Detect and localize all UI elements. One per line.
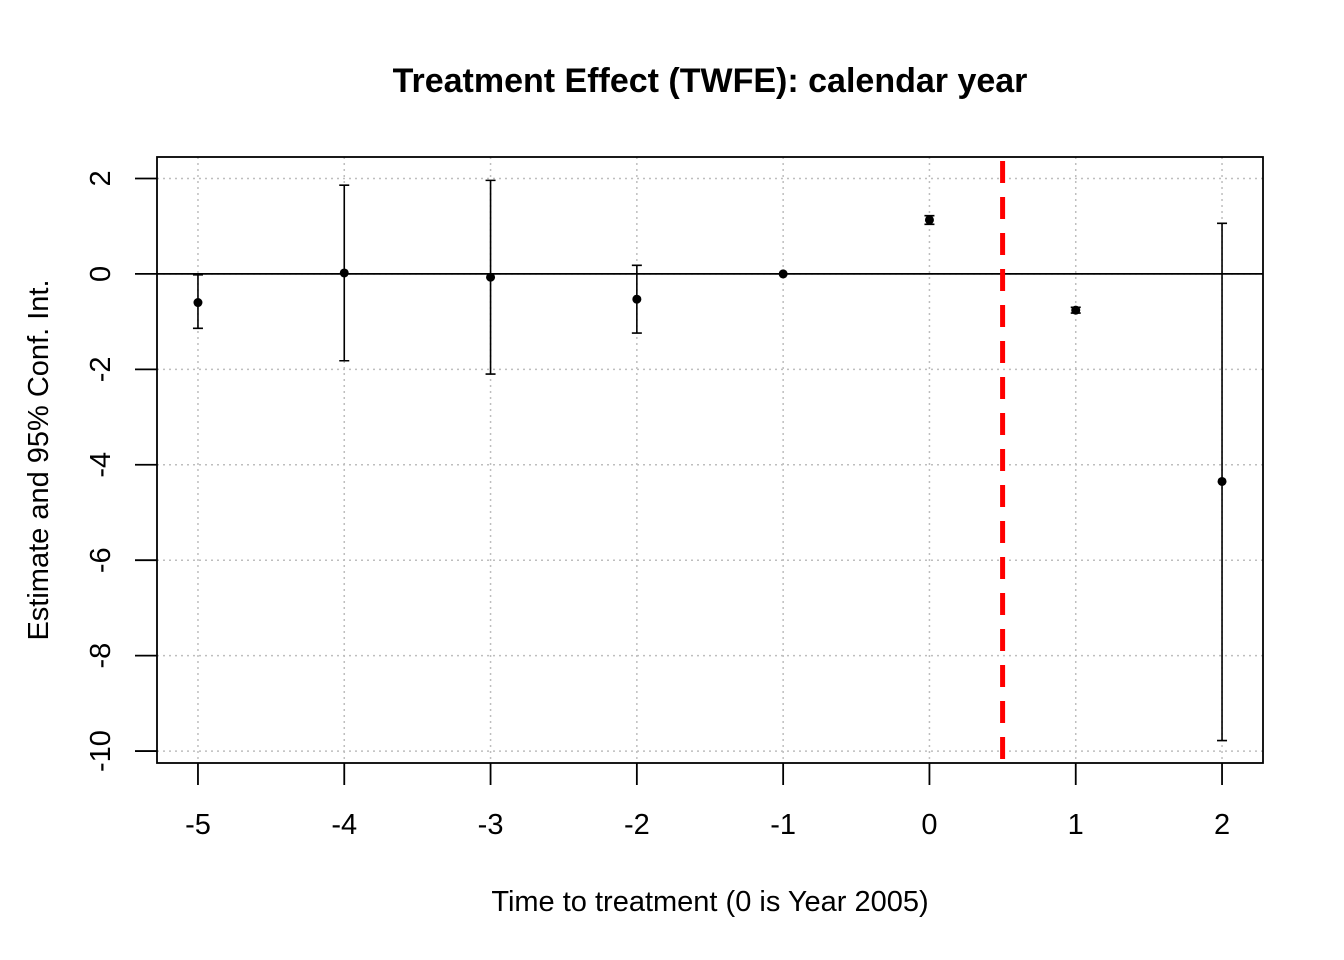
estimate-point-1 — [339, 268, 349, 278]
x-tick-label-2: -3 — [478, 809, 504, 841]
plot-frame — [156, 156, 1264, 764]
chart-title: Treatment Effect (TWFE): calendar year — [393, 62, 1028, 100]
y-tick-label-1: 0 — [85, 266, 117, 282]
y-tick-label-5: -8 — [85, 643, 117, 669]
y-axis-label: Estimate and 95% Conf. Int. — [23, 279, 55, 640]
x-tick-label-3: -2 — [624, 809, 650, 841]
data-marks — [192, 179, 1228, 742]
estimate-point-7 — [1217, 476, 1227, 486]
y-tick-label-6: -10 — [85, 730, 117, 772]
y-tick-label-3: -4 — [85, 452, 117, 478]
x-tick-label-5: 0 — [921, 809, 937, 841]
y-axis: 2 0 -2 -4 -6 -8 -10 — [85, 170, 157, 772]
y-tick-label-0: 2 — [85, 170, 117, 186]
grid — [157, 157, 1263, 763]
x-tick-label-0: -5 — [185, 809, 211, 841]
y-tick-label-4: -6 — [85, 547, 117, 573]
estimate-point-5 — [924, 215, 934, 225]
x-axis-label: Time to treatment (0 is Year 2005) — [491, 886, 928, 918]
reference-lines — [157, 161, 1263, 763]
estimate-point-3 — [632, 294, 642, 304]
y-tick-label-2: -2 — [85, 356, 117, 382]
x-tick-label-7: 2 — [1214, 809, 1230, 841]
estimate-point-4 — [778, 269, 788, 279]
estimate-point-2 — [486, 272, 496, 282]
x-tick-label-4: -1 — [770, 809, 796, 841]
estimate-point-6 — [1071, 305, 1081, 315]
x-tick-label-1: -4 — [331, 809, 357, 841]
estimate-point-0 — [193, 298, 203, 308]
x-tick-label-6: 1 — [1068, 809, 1084, 841]
x-axis: -5 -4 -3 -2 -1 0 1 2 — [185, 763, 1230, 841]
